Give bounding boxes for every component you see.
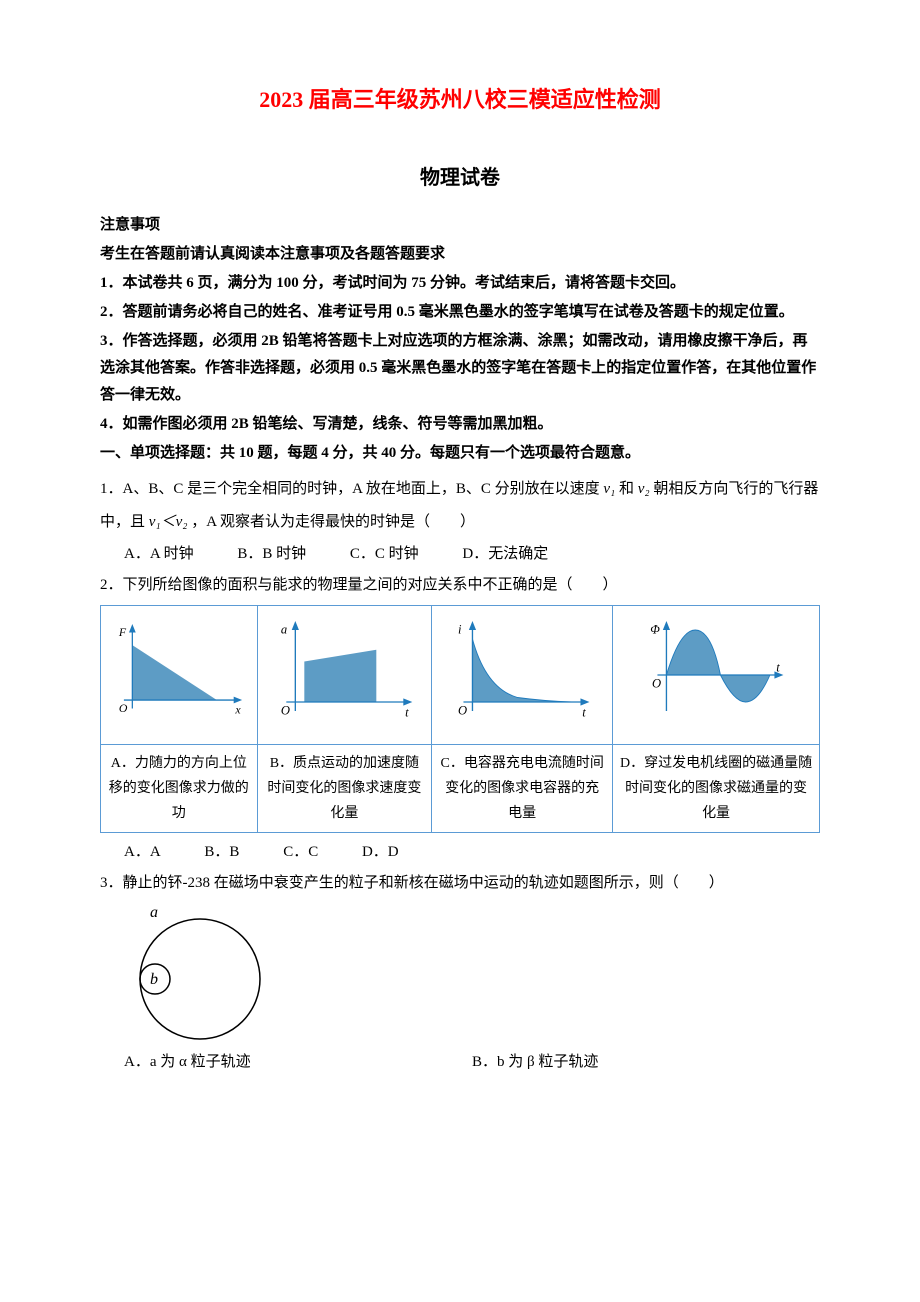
q1-rel: v₁＜v₂ [149, 514, 188, 530]
rule-3: 3．作答选择题，必须用 2B 铅笔将答题卡上对应选项的方框涂满、涂黑；如需改动，… [100, 328, 820, 409]
q3-diagram: a b [120, 899, 280, 1049]
rule-1: 1．本试卷共 6 页，满分为 100 分，考试时间为 75 分钟。考试结束后，请… [100, 270, 820, 297]
q2-opt-c: C．C [283, 839, 318, 866]
chart-a-origin: O [119, 700, 128, 714]
chart-d-area-pos [667, 630, 721, 675]
rule-2: 2．答题前请务必将自己的姓名、准考证号用 0.5 毫米黑色墨水的签字笔填写在试卷… [100, 299, 820, 326]
chart-b-yarrow [291, 621, 298, 630]
q2-chart-d: Φ O t [613, 605, 820, 744]
q3-options: A．a 为 α 粒子轨迹 B．b 为 β 粒子轨迹 [124, 1049, 820, 1076]
q1-v2: v₂ [638, 481, 650, 497]
chart-b-origin: O [280, 703, 289, 717]
sub-title: 物理试卷 [100, 160, 820, 196]
notice-sub: 考生在答题前请认真阅读本注意事项及各题答题要求 [100, 241, 820, 268]
q3-label-b: b [150, 971, 158, 988]
q2-cap-c: C．电容器充电电流随时间变化的图像求电容器的充电量 [432, 744, 613, 833]
chart-a-yarrow [129, 624, 136, 632]
q2-cap-a: A．力随力的方向上位移的变化图像求力做的功 [101, 744, 258, 833]
q1-text: 1．A、B、C 是三个完全相同的时钟，A 放在地面上，B、C 分别放在以速度 v… [100, 473, 820, 539]
main-title: 2023 届高三年级苏州八校三模适应性检测 [100, 80, 820, 120]
q1-opt-c: C．C 时钟 [350, 541, 419, 568]
q1-opt-a: A．A 时钟 [124, 541, 194, 568]
q1-opt-b: B．B 时钟 [237, 541, 306, 568]
chart-d-yarrow [663, 621, 670, 630]
q2-cap-b: B．质点运动的加速度随时间变化的图像求速度变化量 [257, 744, 432, 833]
chart-a-xlabel: x [234, 702, 241, 716]
q2-chart-b: a O t [257, 605, 432, 744]
q3-circle-a [140, 919, 260, 1039]
q2-cap-d: D．穿过发电机线圈的磁通量随时间变化的图像求磁通量的变化量 [613, 744, 820, 833]
chart-b-xlabel: t [405, 705, 409, 719]
q3-opt-b: B．b 为 β 粒子轨迹 [472, 1049, 820, 1076]
q1-options: A．A 时钟 B．B 时钟 C．C 时钟 D．无法确定 [124, 541, 820, 568]
q2-opt-b: B．B [204, 839, 239, 866]
q3-label-a: a [150, 904, 158, 921]
q1-part-c: ，A 观察者认为走得最快的时钟是（ ） [188, 514, 476, 530]
chart-c-yarrow [469, 621, 476, 630]
q2-opt-a: A．A [124, 839, 161, 866]
chart-a-ylabel: F [118, 624, 127, 638]
notice-header: 注意事项 [100, 212, 820, 239]
q2-opt-d: D．D [362, 839, 399, 866]
chart-d-ylabel: Φ [650, 622, 660, 636]
q2-text: 2．下列所给图像的面积与能求的物理量之间的对应关系中不正确的是（ ） [100, 572, 820, 599]
chart-c-area [473, 639, 572, 702]
q3-opt-a: A．a 为 α 粒子轨迹 [124, 1049, 472, 1076]
chart-d-area-neg [721, 675, 771, 702]
q3-text: 3．静止的钚-238 在磁场中衰变产生的粒子和新核在磁场中运动的轨迹如题图所示，… [100, 870, 820, 897]
chart-b-area [304, 649, 376, 701]
q2-table: F O x a O t i [100, 605, 820, 834]
q1-v1: v₁ [603, 481, 615, 497]
q1-opt-d: D．无法确定 [462, 541, 548, 568]
chart-c-ylabel: i [458, 622, 462, 636]
q2-chart-a: F O x [101, 605, 258, 744]
q1-mid: 和 [615, 481, 638, 497]
q1-part-a: 1．A、B、C 是三个完全相同的时钟，A 放在地面上，B、C 分别放在以速度 [100, 481, 603, 497]
chart-d-origin: O [652, 676, 661, 690]
q2-chart-c: i O t [432, 605, 613, 744]
chart-a-area [132, 645, 216, 700]
chart-c-origin: O [458, 703, 467, 717]
q2-options: A．A B．B C．C D．D [124, 839, 820, 866]
section-1-heading: 一、单项选择题：共 10 题，每题 4 分，共 40 分。每题只有一个选项最符合… [100, 440, 820, 467]
chart-d-xlabel: t [776, 660, 780, 674]
chart-b-ylabel: a [280, 622, 286, 636]
chart-c-xlabel: t [582, 705, 586, 719]
rule-4: 4．如需作图必须用 2B 铅笔绘、写清楚，线条、符号等需加黑加粗。 [100, 411, 820, 438]
